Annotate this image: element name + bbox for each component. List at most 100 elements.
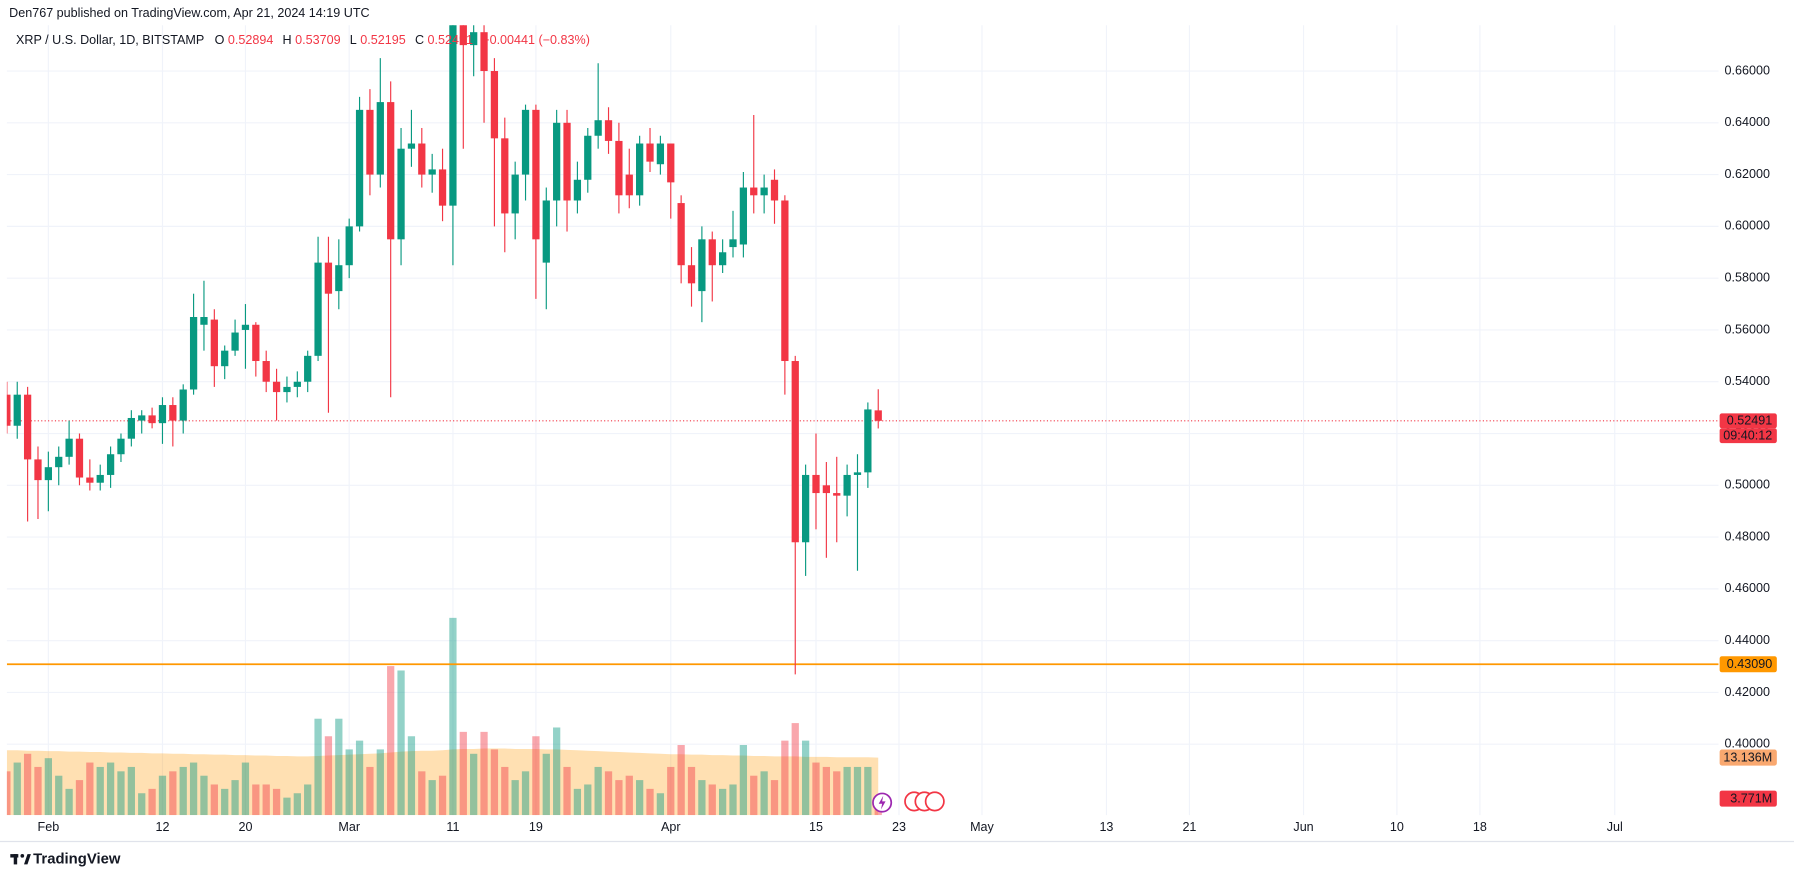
x-tick-label: Feb [38,820,60,834]
countdown-tag-bg [1719,428,1777,444]
candle-body [272,381,281,393]
candle-body [833,493,841,496]
volume-bar [418,771,426,816]
volume-bar [283,797,291,816]
volume-bar [138,793,146,816]
candle-body [189,316,198,390]
volume-bar [127,766,135,816]
candle-body [853,472,862,475]
candle-body [470,32,478,46]
candle-body [750,187,758,196]
volume-bar [521,771,530,816]
volume-bar [252,784,260,816]
candle-body [719,252,727,266]
volume-bar [366,766,374,816]
logo-part [24,854,31,865]
candle-body [6,394,11,426]
candle-body [729,239,737,248]
volume-bar [335,718,343,816]
y-tick-label: 0.46000 [1725,581,1770,595]
candle-body [584,135,592,180]
volume-bar [667,766,675,816]
candle-body [169,405,177,421]
publish-header: Den767 published on TradingView.com, Apr… [9,6,369,20]
volume-bar [189,762,198,816]
candle-body [573,179,582,201]
candle-body [428,169,436,175]
volume-bar [13,762,21,816]
candle-body [241,324,250,330]
legend: XRP / U.S. Dollar, 1D, BITSTAMP O 0.5289… [16,34,590,48]
candle-body [407,143,416,149]
volume-bar [760,771,768,816]
volume-bar [179,766,187,816]
candle-body [158,405,167,424]
candle-body [117,438,125,455]
volume-bar [304,784,312,816]
y-tick-label: 0.64000 [1725,115,1770,129]
price-tag: 0.52491 [1727,414,1772,428]
volume-bar [584,784,592,816]
candle-body [252,324,260,362]
candle-body [293,381,301,387]
level-tag-bg [1719,656,1777,673]
candle-body [822,485,830,494]
volume-bar [148,788,156,816]
volume-bar [345,749,353,816]
volume-bar [511,780,519,816]
candle-body [781,200,789,362]
volume-bar [563,766,571,816]
x-tick-label: Apr [661,820,681,834]
candle-body [438,169,447,206]
x-tick-label: 11 [446,820,459,834]
candle-body [376,102,384,175]
volume-bar [594,766,602,816]
y-tick-label: 0.42000 [1725,685,1770,699]
y-tick-label: 0.54000 [1725,374,1770,388]
volume-bar [677,745,685,816]
volume-bar [86,762,94,816]
legend-title: XRP / U.S. Dollar, 1D, BITSTAMP [16,34,204,48]
volume-bar [428,780,436,816]
volume-bar [615,780,623,816]
volume-ma-tag-bg [1719,749,1777,766]
y-tick-label: 0.66000 [1725,63,1770,77]
volume-bar [604,771,613,816]
level-tag: 0.43090 [1727,657,1772,671]
volume-bar [812,762,820,816]
volume-bar [324,736,333,816]
candle-body [708,239,716,266]
axes: 0.40000 0.42000 0.44000 0.46000 0.48000 0.500… [38,63,1777,834]
y-tick-label: 0.44000 [1725,633,1770,647]
candle-body [812,474,820,494]
y-tick-label: 0.50000 [1725,478,1770,492]
legend-open: 0.52894 [228,34,273,48]
x-tick-label: 12 [155,820,169,834]
candle-body [75,438,84,478]
x-tick-label: 18 [1473,820,1487,834]
volume-bar [438,775,447,816]
volume-bar [459,731,467,816]
candle-body [283,386,291,393]
legend-key: L [350,34,357,48]
candle-body [449,25,457,206]
candle-body [480,32,488,72]
candle-body [387,102,395,240]
x-tick-label: 15 [809,820,823,834]
candle-body [127,417,135,439]
candle-body [646,143,654,162]
legend-key: H [283,34,292,48]
candle-body [324,262,333,294]
event-icon [878,795,886,810]
volume-bar [770,780,779,816]
volume-bar [387,666,395,816]
candle-body [262,361,270,382]
y-tick-label: 0.62000 [1725,167,1770,181]
candle-body [418,143,426,175]
volume-tag-bg [1719,790,1777,807]
y-tick-label: 0.58000 [1725,270,1770,284]
volume-bar [355,740,364,816]
volume-bar [490,749,499,816]
